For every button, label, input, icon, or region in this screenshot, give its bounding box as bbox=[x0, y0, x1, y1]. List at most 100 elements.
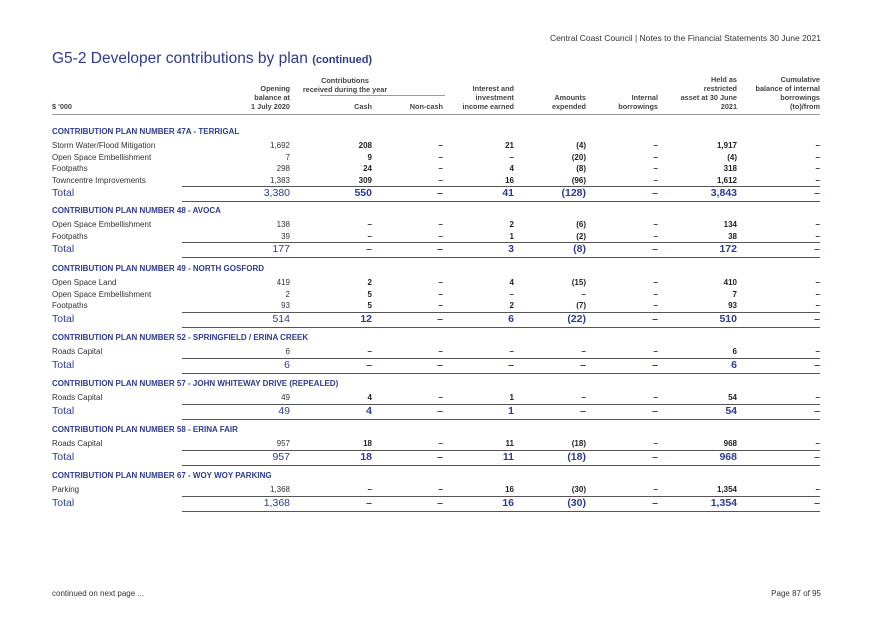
total-value: 172 bbox=[719, 243, 737, 256]
cell-value: 49 bbox=[281, 393, 290, 402]
cell-value: 4 bbox=[367, 393, 372, 402]
cell-value: 21 bbox=[505, 141, 514, 150]
cell-value: 7 bbox=[732, 289, 737, 299]
col-cumulative-line: (to)/from bbox=[790, 102, 820, 111]
total-value: (18) bbox=[567, 450, 586, 463]
total-value: – bbox=[652, 404, 658, 417]
section-heading: CONTRIBUTION PLAN NUMBER 47A - TERRIGAL bbox=[52, 127, 240, 136]
row-label: Storm Water/Flood Mitigation bbox=[52, 141, 156, 150]
total-value: – bbox=[580, 358, 586, 371]
contributions-group-rule bbox=[320, 95, 445, 96]
total-value: 49 bbox=[278, 404, 290, 417]
row-label: Footpaths bbox=[52, 301, 88, 311]
cell-value: 1,383 bbox=[269, 175, 290, 185]
subtotal-rule bbox=[182, 495, 820, 497]
row-label: Open Space Embellishment bbox=[52, 152, 152, 162]
col-noncash-line: Non-cash bbox=[409, 102, 443, 111]
table-row: Roads Capital 957 18 – 11 (18) – 968 – bbox=[52, 438, 820, 449]
total-value: – bbox=[437, 496, 443, 509]
row-label: Footpaths bbox=[52, 231, 88, 241]
cell-value: – bbox=[815, 175, 820, 185]
cell-value: – bbox=[438, 485, 443, 494]
cell-value: 38 bbox=[728, 231, 737, 241]
col-held-line: restricted bbox=[703, 84, 737, 93]
total-value: – bbox=[437, 187, 443, 200]
table-row: Open Space Embellishment 7 9 – – (20) – (4) – bbox=[52, 152, 820, 163]
cell-value: 6 bbox=[285, 347, 290, 356]
row-label: Footpaths bbox=[52, 164, 88, 174]
cell-value: 1,368 bbox=[269, 485, 290, 494]
row-label: Roads Capital bbox=[52, 347, 103, 356]
table-row: Open Space Embellishment 2 5 – – – – 7 – bbox=[52, 289, 820, 300]
col-contributions-group-line: Contributions bbox=[321, 76, 369, 85]
cell-value: 957 bbox=[276, 439, 290, 448]
cell-value: 1,612 bbox=[716, 175, 737, 185]
total-value: – bbox=[437, 243, 443, 256]
total-row: Total 1,368 – – 16 (30) – 1,354 – bbox=[52, 497, 820, 510]
cell-value: – bbox=[815, 231, 820, 241]
cell-value: – bbox=[438, 231, 443, 241]
total-value: 1 bbox=[508, 404, 514, 417]
total-value: 550 bbox=[354, 187, 372, 200]
total-rule bbox=[182, 372, 820, 374]
col-contributions-group: Contributions received during the year bbox=[290, 76, 400, 94]
col-held-line: Held as bbox=[711, 75, 737, 84]
total-value: – bbox=[814, 312, 820, 325]
total-row: Total 49 4 – 1 – – 54 – bbox=[52, 405, 820, 418]
total-value: 11 bbox=[502, 450, 514, 463]
cell-value: – bbox=[438, 164, 443, 174]
cell-value: 4 bbox=[509, 278, 514, 287]
cell-value: – bbox=[367, 231, 372, 241]
row-label: Open Space Land bbox=[52, 278, 117, 287]
total-value: 12 bbox=[360, 312, 372, 325]
total-value: – bbox=[814, 187, 820, 200]
cell-value: – bbox=[438, 278, 443, 287]
total-value: – bbox=[652, 358, 658, 371]
cell-value: 54 bbox=[728, 393, 737, 402]
total-value: 41 bbox=[502, 187, 514, 200]
cell-value: – bbox=[438, 220, 443, 229]
cell-value: – bbox=[815, 347, 820, 356]
total-value: – bbox=[652, 312, 658, 325]
table-row: Parking 1,368 – – 16 (30) – 1,354 – bbox=[52, 484, 820, 495]
cell-value: – bbox=[815, 393, 820, 402]
col-contributions-group-line: received during the year bbox=[302, 85, 388, 94]
col-cumulative-line: borrowings bbox=[780, 93, 820, 102]
subtotal-rule bbox=[182, 311, 820, 313]
table-row: Footpaths 298 24 – 4 (8) – 318 – bbox=[52, 163, 820, 174]
cell-value: – bbox=[438, 301, 443, 311]
total-value: – bbox=[437, 450, 443, 463]
cell-value: – bbox=[509, 289, 514, 299]
subtotal-rule bbox=[182, 357, 820, 359]
cell-value: – bbox=[815, 164, 820, 174]
total-row: Total 6 – – – – – 6 – bbox=[52, 359, 820, 372]
row-label: Roads Capital bbox=[52, 439, 103, 448]
total-value: – bbox=[366, 243, 372, 256]
cell-value: – bbox=[815, 278, 820, 287]
total-value: – bbox=[814, 450, 820, 463]
cell-value: – bbox=[653, 485, 658, 494]
col-amounts: Amounts expended bbox=[526, 93, 586, 111]
cell-value: – bbox=[438, 141, 443, 150]
total-label: Total bbox=[52, 312, 75, 325]
total-value: (22) bbox=[567, 312, 586, 325]
col-opening-line: balance at bbox=[254, 93, 290, 102]
cell-value: 2 bbox=[367, 278, 372, 287]
col-cash-line: Cash bbox=[354, 102, 372, 111]
total-value: (8) bbox=[573, 243, 586, 256]
unit-label: $ '000 bbox=[52, 102, 72, 111]
cell-value: 1 bbox=[509, 231, 514, 241]
col-amounts-line: Amounts bbox=[554, 93, 586, 102]
cell-value: (20) bbox=[571, 152, 586, 162]
cell-value: 1,917 bbox=[716, 141, 737, 150]
row-label: Open Space Embellishment bbox=[52, 220, 152, 229]
cell-value: 24 bbox=[363, 164, 372, 174]
cell-value: (2) bbox=[576, 231, 586, 241]
total-rule bbox=[182, 201, 820, 203]
cell-value: 16 bbox=[505, 175, 514, 185]
cell-value: – bbox=[653, 164, 658, 174]
total-row: Total 957 18 – 11 (18) – 968 – bbox=[52, 451, 820, 464]
section-heading: CONTRIBUTION PLAN NUMBER 67 - WOY WOY PA… bbox=[52, 471, 272, 480]
col-amounts-line: expended bbox=[551, 102, 586, 111]
total-row: Total 514 12 – 6 (22) – 510 – bbox=[52, 313, 820, 326]
